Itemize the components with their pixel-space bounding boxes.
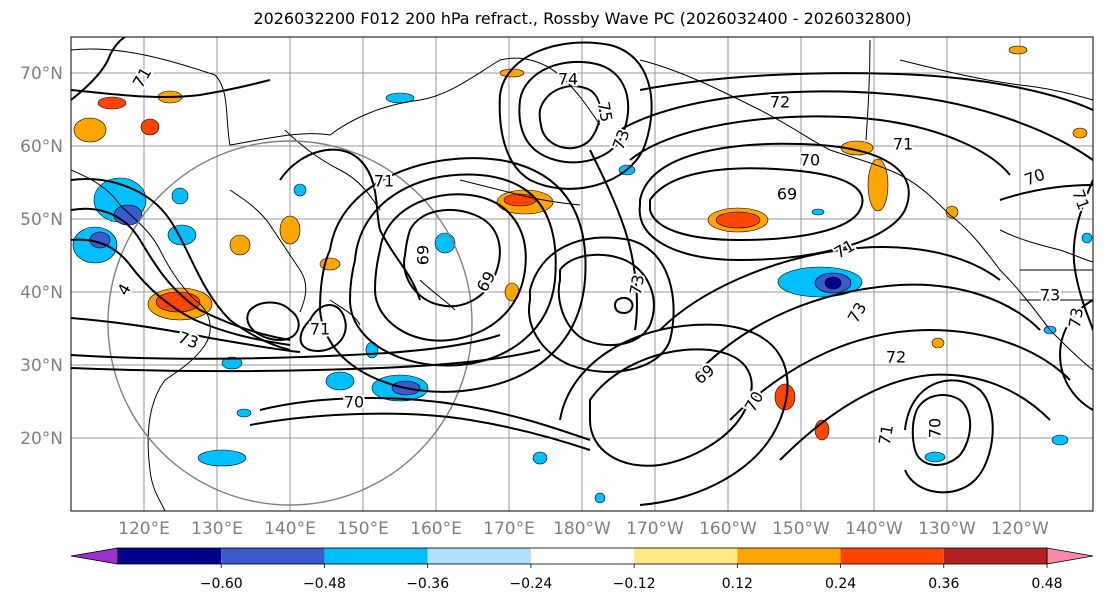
contour-label: 70 [926,418,945,438]
lon-label: 170°W [626,519,684,539]
lon-label: 120°W [991,519,1049,539]
lon-label: 150°W [772,519,830,539]
lon-label: 120°E [118,519,170,539]
contour-label: 71 [310,320,330,339]
lat-label: 40°N [20,283,63,303]
lon-label: 160°E [410,519,462,539]
map-frame [70,36,1094,512]
highlight-circle [107,140,473,506]
lon-label: 130°W [918,519,976,539]
contour-label: 73 [626,273,648,296]
colorbar-segment [840,548,944,564]
contour-label: 72 [886,348,906,367]
colorbar-segment [221,548,325,564]
lat-label: 30°N [20,356,63,376]
lon-label: 140°E [264,519,316,539]
lon-label: 130°E [191,519,243,539]
colorbar-tick-label: 0.24 [825,576,856,592]
colorbar-extend-low [70,547,119,565]
contour-label: 75 [594,100,616,123]
contour-label: 70 [800,151,820,170]
lon-label: 180°W [553,519,611,539]
lon-label: 150°E [337,519,389,539]
contour-label: 69 [777,185,797,204]
lon-label: 140°W [845,519,903,539]
colorbar-segment [427,548,531,564]
lat-label: 50°N [20,210,63,230]
colorbar-segment [118,548,222,564]
lon-label: 170°E [483,519,535,539]
colorbar-segment [324,548,428,564]
colorbar-tick-label: −0.24 [509,576,552,592]
colorbar-tick-label: 0.36 [928,576,959,592]
lat-label: 70°N [20,64,63,84]
longitude-labels: 120°E 130°E 140°E 150°E 160°E 170°E 180°W 170°W… [118,519,1049,539]
colorbar-tick-label: −0.12 [613,576,656,592]
latitude-labels: 70°N 60°N 50°N 40°N 30°N 20°N [20,64,63,449]
contour-label: 70 [344,393,364,412]
contour-label: 71 [374,172,394,191]
colorbar-segment [943,548,1047,564]
contour-label: 73 [1065,306,1087,329]
contour-label: 73 [1040,286,1060,305]
colorbar-tick-label: 0.12 [722,576,753,592]
lat-label: 60°N [20,137,63,157]
lon-label: 160°W [699,519,757,539]
colorbar-tick-label: −0.60 [200,576,243,592]
colorbar-tick-label: 0.48 [1031,576,1062,592]
lat-label: 20°N [20,429,63,449]
colorbar-extend-high [1046,547,1094,565]
colorbar-outline [117,547,1048,565]
colorbar-tick-label: −0.36 [406,576,449,592]
contour-label: 71 [875,423,897,446]
contour-label: 74 [558,70,578,89]
colorbar-segment [530,548,635,564]
contour-label: 72 [770,93,790,112]
colorbar-tick-label: −0.48 [303,576,346,592]
refractive-index-contours [71,37,1093,506]
contour-label: 71 [893,135,913,154]
colorbar: −0.60 −0.48 −0.36 −0.24 −0.12 0.12 0.24 0.36 0.4… [70,547,1094,592]
map-title: 2026032200 F012 200 hPa refract., Rossby… [253,9,912,28]
colorbar-segment [634,548,738,564]
colorbar-segment [737,548,841,564]
contour-label: 69 [414,245,433,265]
